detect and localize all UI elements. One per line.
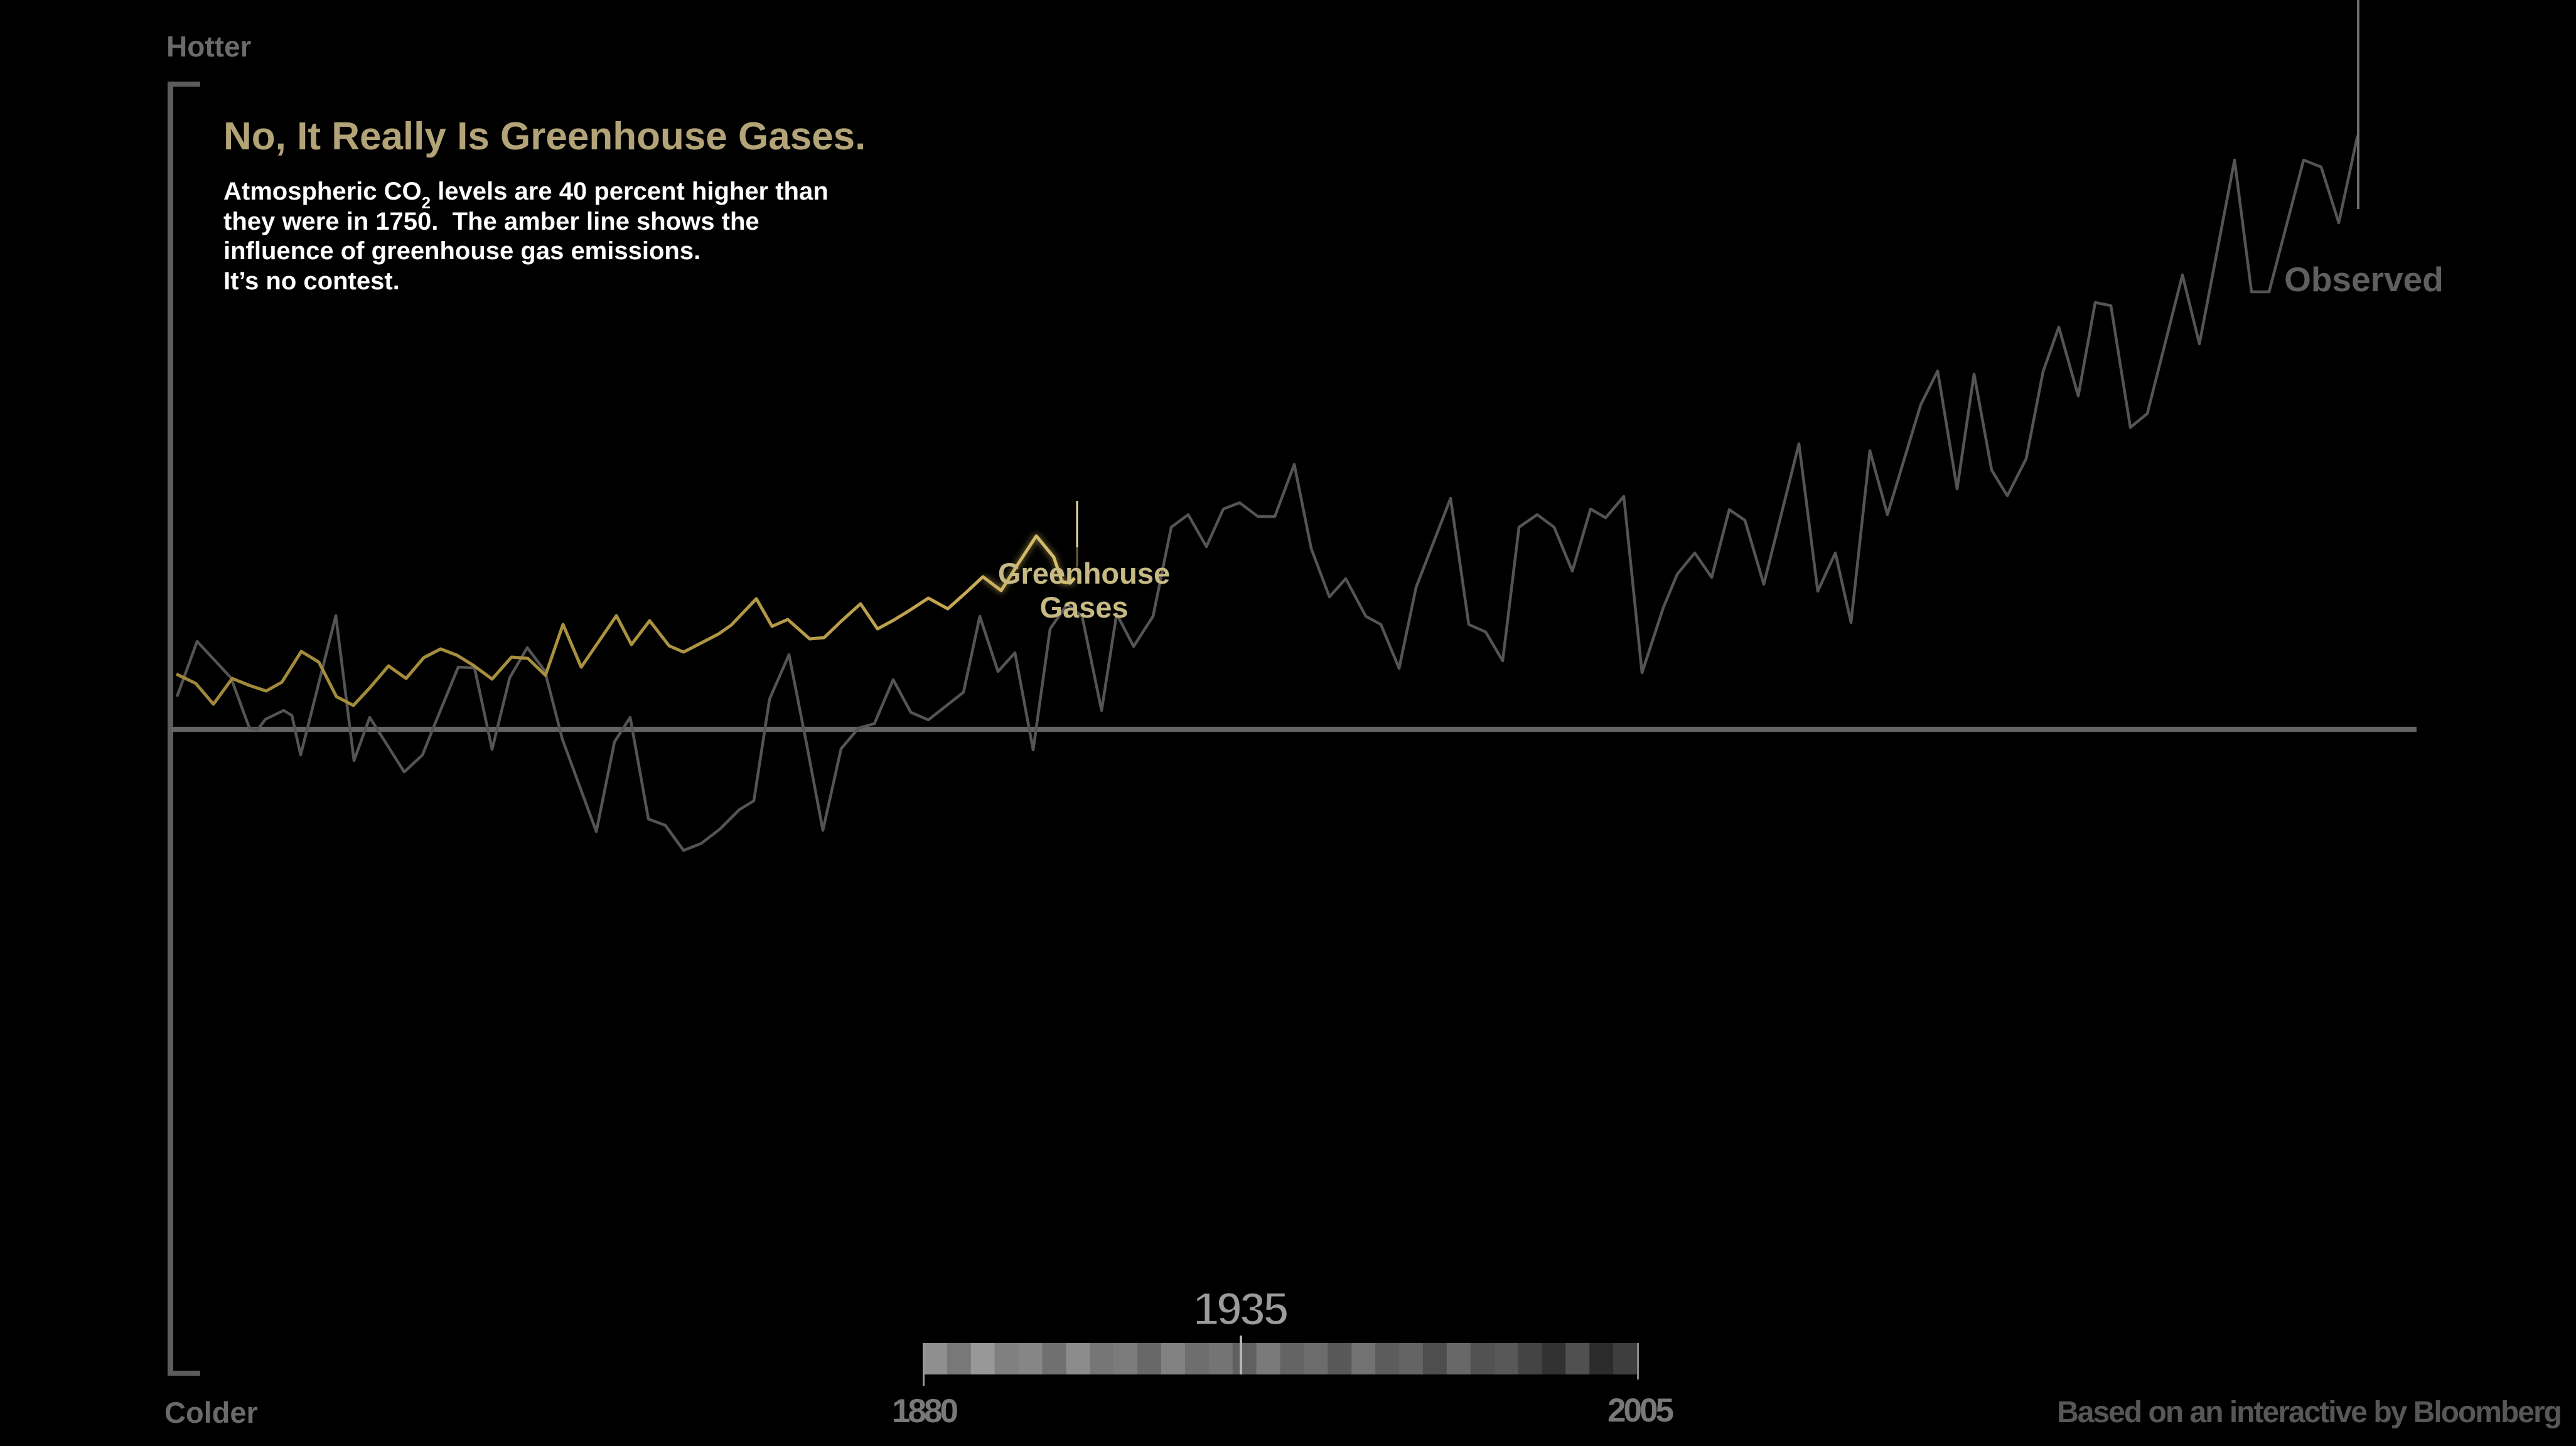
svg-text:Observed: Observed bbox=[2284, 260, 2444, 299]
svg-text:Hotter: Hotter bbox=[166, 30, 252, 63]
svg-text:Greenhouse: Greenhouse bbox=[998, 557, 1170, 590]
svg-text:1880: 1880 bbox=[892, 1393, 957, 1430]
svg-text:Colder: Colder bbox=[164, 1396, 258, 1429]
svg-text:2005: 2005 bbox=[1607, 1392, 1673, 1429]
svg-text:Gases: Gases bbox=[1039, 591, 1128, 624]
svg-text:1935: 1935 bbox=[1193, 1283, 1288, 1335]
svg-text:It’s no contest.: It’s no contest. bbox=[223, 267, 400, 295]
svg-text:No, It Really Is Greenhouse Ga: No, It Really Is Greenhouse Gases. bbox=[223, 115, 866, 158]
svg-text:Atmospheric CO2 levels are 40: Atmospheric CO2 levels are 40 percent hi… bbox=[223, 178, 829, 212]
svg-text:they were in 1750. The amber: they were in 1750. The amber line shows … bbox=[223, 208, 759, 235]
svg-text:influence of greenhouse gas em: influence of greenhouse gas emissions. bbox=[223, 237, 700, 265]
svg-text:Based on an interactive by Blo: Based on an interactive by Bloomberg bbox=[2057, 1396, 2561, 1429]
